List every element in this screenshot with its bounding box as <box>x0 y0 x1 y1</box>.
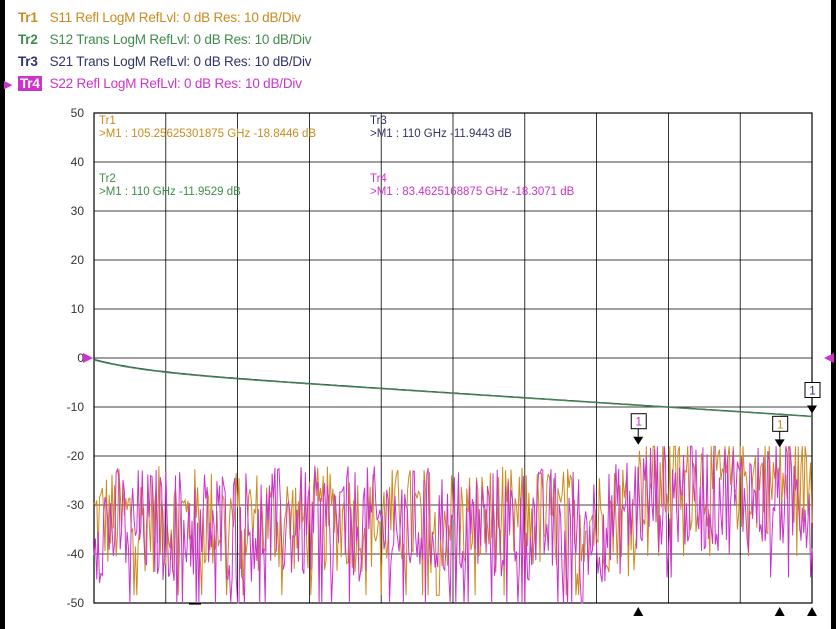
reference-level-left-icon <box>83 353 93 363</box>
y-axis-ticks: 50 40 30 20 10 0 -10 -20 -30 -40 -50 <box>67 106 834 610</box>
y-tick-label: -40 <box>67 547 85 561</box>
y-tick-label: 50 <box>71 106 85 120</box>
y-tick-label: 10 <box>71 302 85 316</box>
marker-number: 1 <box>635 415 642 429</box>
trace-header-tr2[interactable]: Tr2 S12 Trans LogM RefLvl: 0 dB Res: 10 … <box>18 32 311 50</box>
y-tick-label: 30 <box>71 204 85 218</box>
marker-readout-value: >M1 : 110 GHz -11.9529 dB <box>99 186 241 198</box>
trace-lines <box>93 358 813 604</box>
y-tick-label: 40 <box>71 155 85 169</box>
window-frame-right <box>831 0 836 629</box>
trace-description: S12 Trans LogM RefLvl: 0 dB Res: 10 dB/D… <box>49 32 312 47</box>
bottom-marker-icon <box>807 607 817 616</box>
reference-level-right-icon <box>824 353 834 363</box>
y-tick-label: -30 <box>67 498 85 512</box>
bottom-marker-icon <box>774 607 785 616</box>
marker-readout-value: >M1 : 105.25625301875 GHz -18.8446 dB <box>99 128 316 140</box>
marker-readout-trace-label: Tr1 <box>99 115 116 127</box>
marker-readout-value: >M1 : 83.4625168875 GHz -18.3071 dB <box>370 186 575 198</box>
trace-header-tr3[interactable]: Tr3 S21 Trans LogM RefLvl: 0 dB Res: 10 … <box>18 54 311 72</box>
trace-line-tr4 <box>93 445 813 604</box>
marker-number: 1 <box>777 417 784 431</box>
trace-description: S22 Refl LogM RefLvl: 0 dB Res: 10 dB/Di… <box>49 76 302 91</box>
y-tick-label: 0 <box>77 351 84 365</box>
y-tick-label: -50 <box>67 596 85 610</box>
marker-pointer-icon <box>807 405 817 414</box>
trace-name: Tr4 <box>18 76 42 91</box>
marker-readout-value: >M1 : 110 GHz -11.9443 dB <box>370 128 512 140</box>
trace-line-tr2 <box>93 359 813 418</box>
window-frame-left <box>0 0 5 629</box>
trace-description: S11 Refl LogM RefLvl: 0 dB Res: 10 dB/Di… <box>49 10 301 25</box>
marker-readout-trace-label: Tr3 <box>370 115 387 127</box>
trace-description: S21 Trans LogM RefLvl: 0 dB Res: 10 dB/D… <box>49 54 312 69</box>
marker-pointer-icon <box>774 439 785 448</box>
bottom-marker-icon <box>633 607 644 616</box>
trace-header-tr4[interactable]: Tr4 S22 Refl LogM RefLvl: 0 dB Res: 10 d… <box>18 76 302 94</box>
active-trace-arrow-icon: ▶ <box>4 79 13 91</box>
trace-name: Tr2 <box>18 32 38 47</box>
y-tick-label: -20 <box>67 449 85 463</box>
trace-name: Tr3 <box>18 54 38 69</box>
y-tick-label: 20 <box>71 253 85 267</box>
marker-number: 1 <box>809 384 816 398</box>
trace-header-tr1[interactable]: Tr1 S11 Refl LogM RefLvl: 0 dB Res: 10 d… <box>18 10 301 28</box>
marker-readouts: Tr1>M1 : 105.25625301875 GHz -18.8446 dB… <box>99 115 575 198</box>
marker-readout-trace-label: Tr4 <box>370 173 387 185</box>
marker-flags: 1 1 1 <box>189 382 821 616</box>
y-tick-label: -10 <box>67 400 85 414</box>
marker-readout-trace-label: Tr2 <box>99 173 116 185</box>
marker-pointer-icon <box>633 436 644 445</box>
trace-name: Tr1 <box>18 10 38 25</box>
